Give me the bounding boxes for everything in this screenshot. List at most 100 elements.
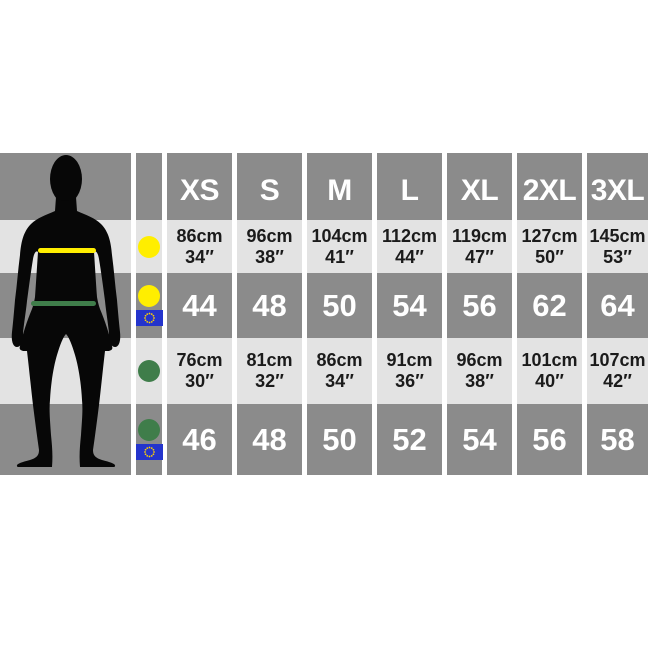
waist-eu-size-cell: 52	[377, 404, 442, 475]
size-label: 3XL	[590, 174, 645, 207]
size-label: S	[259, 174, 280, 207]
yellow-dot-icon	[138, 285, 160, 307]
waist-eu: 58	[600, 421, 635, 457]
size-header-cell: 3XL	[587, 153, 648, 220]
chest-cm: 145cm	[589, 225, 646, 246]
size-column-3xl: 3XL 145cm 53″ 64 107cm 42″ 58	[587, 153, 648, 475]
chest-eu: 64	[600, 287, 635, 323]
size-column-s: S 96cm 38″ 48 81cm 32″ 48	[237, 153, 302, 475]
chest-eu-marker-cell	[135, 273, 163, 338]
waist-cm: 91cm	[386, 350, 433, 370]
chest-in: 38″	[255, 246, 284, 267]
eu-flag-icon	[135, 444, 163, 460]
chest-measurement-cell: 127cm 50″	[517, 220, 582, 273]
waist-measurement-cell: 101cm 40″	[517, 338, 582, 404]
eu-flag-icon	[135, 310, 163, 326]
chest-eu-size-cell: 50	[307, 273, 372, 338]
waist-eu: 50	[322, 421, 357, 457]
green-waist-line-icon	[31, 301, 96, 306]
chest-eu: 54	[392, 287, 427, 323]
green-dot-icon	[138, 419, 160, 441]
chest-cm: 104cm	[311, 225, 368, 246]
chest-marker-cell	[136, 220, 162, 273]
waist-measurement-cell: 86cm 34″	[307, 338, 372, 404]
size-column-m: M 104cm 41″ 50 86cm 34″ 50	[307, 153, 372, 475]
size-column-xs: XS 86cm 34″ 44 76cm 30″ 46	[167, 153, 232, 475]
chest-eu-size-cell: 64	[587, 273, 648, 338]
chest-in: 41″	[325, 246, 354, 267]
waist-eu-size-cell: 50	[307, 404, 372, 475]
size-header-cell: XL	[447, 153, 512, 220]
waist-cm: 81cm	[246, 350, 293, 370]
size-label: L	[400, 174, 419, 207]
chest-eu: 62	[532, 287, 567, 323]
waist-eu-size-cell: 58	[587, 404, 648, 475]
chest-eu-size-cell: 44	[167, 273, 232, 338]
size-header-cell: XS	[167, 153, 232, 220]
chest-in: 34″	[185, 246, 214, 267]
yellow-dot-icon	[138, 235, 160, 258]
chest-in: 44″	[395, 246, 424, 267]
size-column-2xl: 2XL 127cm 50″ 62 101cm 40″ 56	[517, 153, 582, 475]
waist-cm: 96cm	[456, 350, 503, 370]
size-label: 2XL	[522, 174, 577, 207]
waist-in: 40″	[535, 371, 564, 391]
waist-eu: 48	[252, 421, 287, 457]
marker-column	[135, 153, 163, 475]
chest-in: 53″	[603, 246, 632, 267]
size-header-cell: S	[237, 153, 302, 220]
body-silhouette-panel	[0, 153, 131, 475]
waist-in: 42″	[603, 371, 632, 391]
waist-eu-marker-cell	[135, 404, 163, 475]
waist-eu-size-cell: 48	[237, 404, 302, 475]
size-header-cell: M	[307, 153, 372, 220]
waist-cm: 86cm	[316, 350, 363, 370]
waist-marker-cell	[136, 338, 162, 404]
waist-eu-size-cell: 54	[447, 404, 512, 475]
chest-eu-size-cell: 56	[447, 273, 512, 338]
chest-measurement-cell: 104cm 41″	[307, 220, 372, 273]
chest-measurement-cell: 86cm 34″	[167, 220, 232, 273]
chest-measurement-cell: 96cm 38″	[237, 220, 302, 273]
waist-in: 38″	[465, 371, 494, 391]
waist-in: 30″	[185, 371, 214, 391]
chest-in: 47″	[465, 246, 494, 267]
chest-eu-size-cell: 54	[377, 273, 442, 338]
chest-eu: 48	[252, 287, 287, 323]
chest-cm: 127cm	[521, 225, 578, 246]
size-label: XL	[460, 174, 499, 207]
chest-cm: 96cm	[246, 225, 293, 246]
waist-eu: 46	[182, 421, 217, 457]
marker-header-cell	[136, 153, 162, 220]
yellow-chest-line-icon	[38, 248, 96, 253]
chest-cm: 86cm	[176, 225, 223, 246]
waist-cm: 107cm	[589, 350, 646, 370]
waist-cm: 101cm	[521, 350, 578, 370]
size-column-l: L 112cm 44″ 54 91cm 36″ 52	[377, 153, 442, 475]
waist-eu: 54	[462, 421, 497, 457]
green-dot-icon	[138, 360, 160, 382]
waist-eu: 56	[532, 421, 567, 457]
chest-eu: 56	[462, 287, 497, 323]
waist-in: 36″	[395, 371, 424, 391]
size-table: XS 86cm 34″ 44 76cm 30″ 46 S 96cm 38″ 48 81…	[0, 153, 648, 475]
male-body-silhouette-icon	[11, 155, 121, 467]
chest-eu-size-cell: 62	[517, 273, 582, 338]
waist-measurement-cell: 96cm 38″	[447, 338, 512, 404]
waist-measurement-cell: 81cm 32″	[237, 338, 302, 404]
chest-measurement-cell: 145cm 53″	[587, 220, 648, 273]
waist-measurement-cell: 91cm 36″	[377, 338, 442, 404]
waist-cm: 76cm	[176, 350, 223, 370]
size-header-cell: 2XL	[517, 153, 582, 220]
chest-eu-size-cell: 48	[237, 273, 302, 338]
waist-eu: 52	[392, 421, 427, 457]
waist-in: 32″	[255, 371, 284, 391]
size-column-xl: XL 119cm 47″ 56 96cm 38″ 54	[447, 153, 512, 475]
chest-measurement-cell: 112cm 44″	[377, 220, 442, 273]
waist-measurement-cell: 76cm 30″	[167, 338, 232, 404]
chest-eu: 50	[322, 287, 357, 323]
chest-in: 50″	[535, 246, 564, 267]
size-label: M	[327, 174, 352, 207]
size-label: XS	[179, 174, 220, 207]
